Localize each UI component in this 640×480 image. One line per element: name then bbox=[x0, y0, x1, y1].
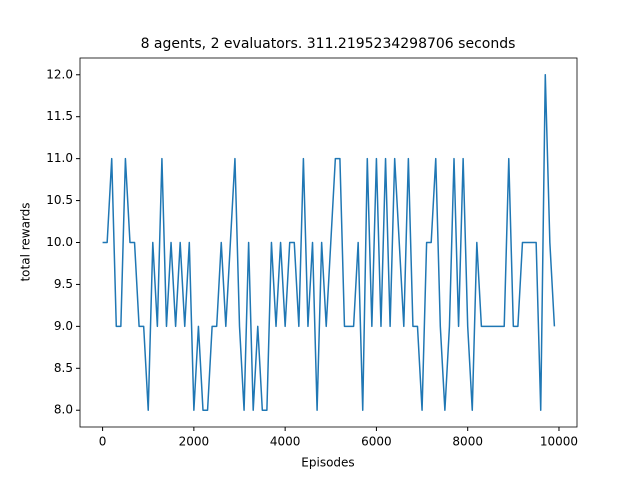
y-tick-label: 10.5 bbox=[46, 193, 73, 207]
x-tick-label: 0 bbox=[99, 435, 107, 449]
y-tick-label: 8.5 bbox=[54, 361, 73, 375]
y-tick-label: 11.5 bbox=[46, 109, 73, 123]
x-tick-label: 10000 bbox=[540, 435, 578, 449]
x-tick-label: 6000 bbox=[361, 435, 392, 449]
y-tick-label: 12.0 bbox=[46, 67, 73, 81]
x-tick-label: 2000 bbox=[179, 435, 210, 449]
y-axis-label: total rewards bbox=[19, 202, 33, 281]
data-line bbox=[102, 74, 556, 411]
x-tick-label: 8000 bbox=[452, 435, 483, 449]
y-tick-label: 9.0 bbox=[54, 319, 73, 333]
y-tick-label: 8.0 bbox=[54, 403, 73, 417]
y-tick-label: 11.0 bbox=[46, 151, 73, 165]
y-tick-label: 10.0 bbox=[46, 235, 73, 249]
plot-frame bbox=[79, 57, 578, 428]
y-tick-label: 9.5 bbox=[54, 277, 73, 291]
x-axis-label: Episodes bbox=[301, 456, 354, 470]
x-tick-label: 4000 bbox=[270, 435, 301, 449]
chart-title: 8 agents, 2 evaluators. 311.219523429870… bbox=[141, 36, 516, 52]
